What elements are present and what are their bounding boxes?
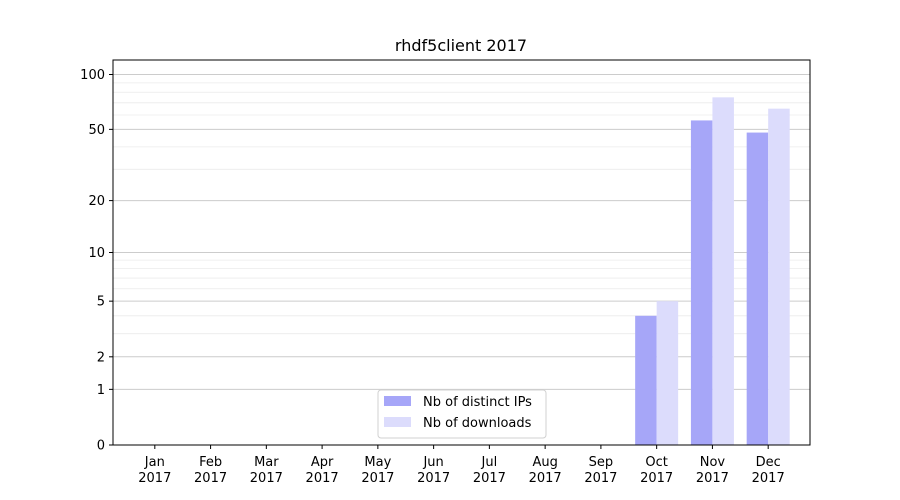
y-tick-label: 0 xyxy=(97,439,105,454)
legend-swatch xyxy=(384,396,411,406)
x-tick-label-month: Nov xyxy=(700,455,726,470)
y-tick-label: 10 xyxy=(88,246,105,261)
x-tick-label-year: 2017 xyxy=(752,471,785,486)
x-tick-label-month: May xyxy=(364,455,391,470)
legend: Nb of distinct IPs Nb of downloads xyxy=(377,389,547,439)
legend-box xyxy=(377,389,547,439)
x-tick-label-year: 2017 xyxy=(250,471,283,486)
x-tick-label-month: Jul xyxy=(481,455,498,470)
y-tick-label: 20 xyxy=(88,194,105,209)
bar xyxy=(746,132,769,446)
x-tick-label-month: Apr xyxy=(311,455,334,470)
legend-label: Nb of downloads xyxy=(423,416,532,431)
legend-label: Nb of distinct IPs xyxy=(423,395,532,410)
bar xyxy=(712,97,734,446)
x-tick-label-month: Mar xyxy=(254,455,279,470)
x-tick-label-month: Aug xyxy=(532,455,557,470)
x-tick-label-year: 2017 xyxy=(640,471,673,486)
y-tick-label: 5 xyxy=(97,295,105,310)
bar xyxy=(656,301,679,445)
legend-swatch xyxy=(384,417,411,427)
x-axis: Jan2017Feb2017Mar2017Apr2017May2017Jun20… xyxy=(138,445,785,486)
x-tick-label-year: 2017 xyxy=(306,471,339,486)
y-tick-label: 100 xyxy=(80,68,105,83)
x-tick-label-year: 2017 xyxy=(417,471,450,486)
bars xyxy=(635,97,790,446)
chart-title: rhdf5client 2017 xyxy=(395,36,527,55)
x-tick-label-year: 2017 xyxy=(473,471,506,486)
y-tick-label: 1 xyxy=(97,383,105,398)
x-tick-label-year: 2017 xyxy=(696,471,729,486)
x-tick-label-month: Dec xyxy=(756,455,781,470)
x-tick-label-year: 2017 xyxy=(138,471,171,486)
bar xyxy=(635,315,657,445)
x-tick-label-year: 2017 xyxy=(584,471,617,486)
x-tick-label-month: Oct xyxy=(645,455,667,470)
bar xyxy=(768,108,790,445)
y-tick-label: 2 xyxy=(97,350,105,365)
y-tick-label: 50 xyxy=(88,123,105,138)
bar xyxy=(690,120,713,445)
x-tick-label-year: 2017 xyxy=(529,471,562,486)
x-tick-label-year: 2017 xyxy=(194,471,227,486)
x-tick-label-year: 2017 xyxy=(361,471,394,486)
x-tick-label-month: Sep xyxy=(589,455,614,470)
y-axis: 0 1 2 5 10 20 50 100 xyxy=(80,68,113,454)
x-tick-label-month: Jun xyxy=(422,455,443,470)
x-tick-label-month: Feb xyxy=(199,455,222,470)
x-tick-label-month: Jan xyxy=(144,455,165,470)
